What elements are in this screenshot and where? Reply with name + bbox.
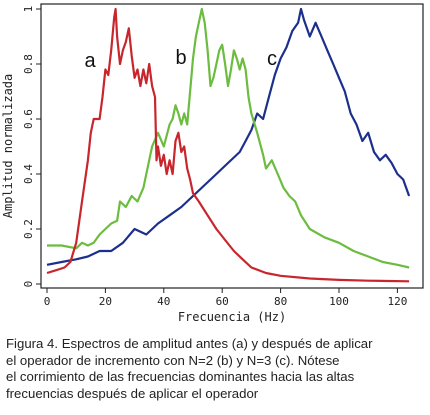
y-tick-label: 0.8 xyxy=(22,54,35,74)
y-tick-label: 0.2 xyxy=(22,219,35,239)
x-tick-label: 20 xyxy=(99,295,112,308)
y-tick-label: 0.6 xyxy=(22,109,35,129)
x-axis-label: Frecuencia (Hz) xyxy=(178,310,286,324)
x-tick-label: 120 xyxy=(387,295,407,308)
x-tick-label: 0 xyxy=(44,295,51,308)
curve-label-b: b xyxy=(175,47,186,69)
series-line-b xyxy=(47,7,410,269)
y-tick-label: 1 xyxy=(22,6,35,13)
curve-label-c: c xyxy=(267,48,277,70)
series-line-a xyxy=(46,7,410,283)
spectrum-chart: 0 0.2 0.4 0.6 0.8 1 0 20 40 60 80 100 120 a b c Frecu… xyxy=(1,3,424,324)
caption-line: el operador de incremento con N=2 (b) y … xyxy=(6,352,340,368)
x-tick-label: 60 xyxy=(216,295,229,308)
series-line-c xyxy=(46,7,411,266)
x-tick-label: 80 xyxy=(274,295,287,308)
x-axis: 0 20 40 60 80 100 120 xyxy=(44,288,407,308)
y-tick-label: 0.4 xyxy=(22,164,35,184)
y-axis: 0 0.2 0.4 0.6 0.8 1 xyxy=(22,6,41,288)
caption-line: frecuencias después de aplicar el operad… xyxy=(6,385,259,401)
curve-labels: a b c xyxy=(84,47,277,72)
caption-line: el corrimiento de las frecuencias domina… xyxy=(6,369,355,384)
x-tick-label: 40 xyxy=(157,295,170,308)
caption-line: Figura 4. Espectros de amplitud antes (a… xyxy=(6,336,373,351)
figure-caption: Figura 4. Espectros de amplitud antes (a… xyxy=(6,336,426,402)
y-axis-label: Amplitud normalizada xyxy=(1,74,15,219)
series-layer xyxy=(46,7,411,283)
curve-label-a: a xyxy=(84,50,96,72)
y-tick-label: 0 xyxy=(22,281,35,288)
plot-frame xyxy=(40,3,424,289)
x-tick-label: 100 xyxy=(329,295,349,308)
